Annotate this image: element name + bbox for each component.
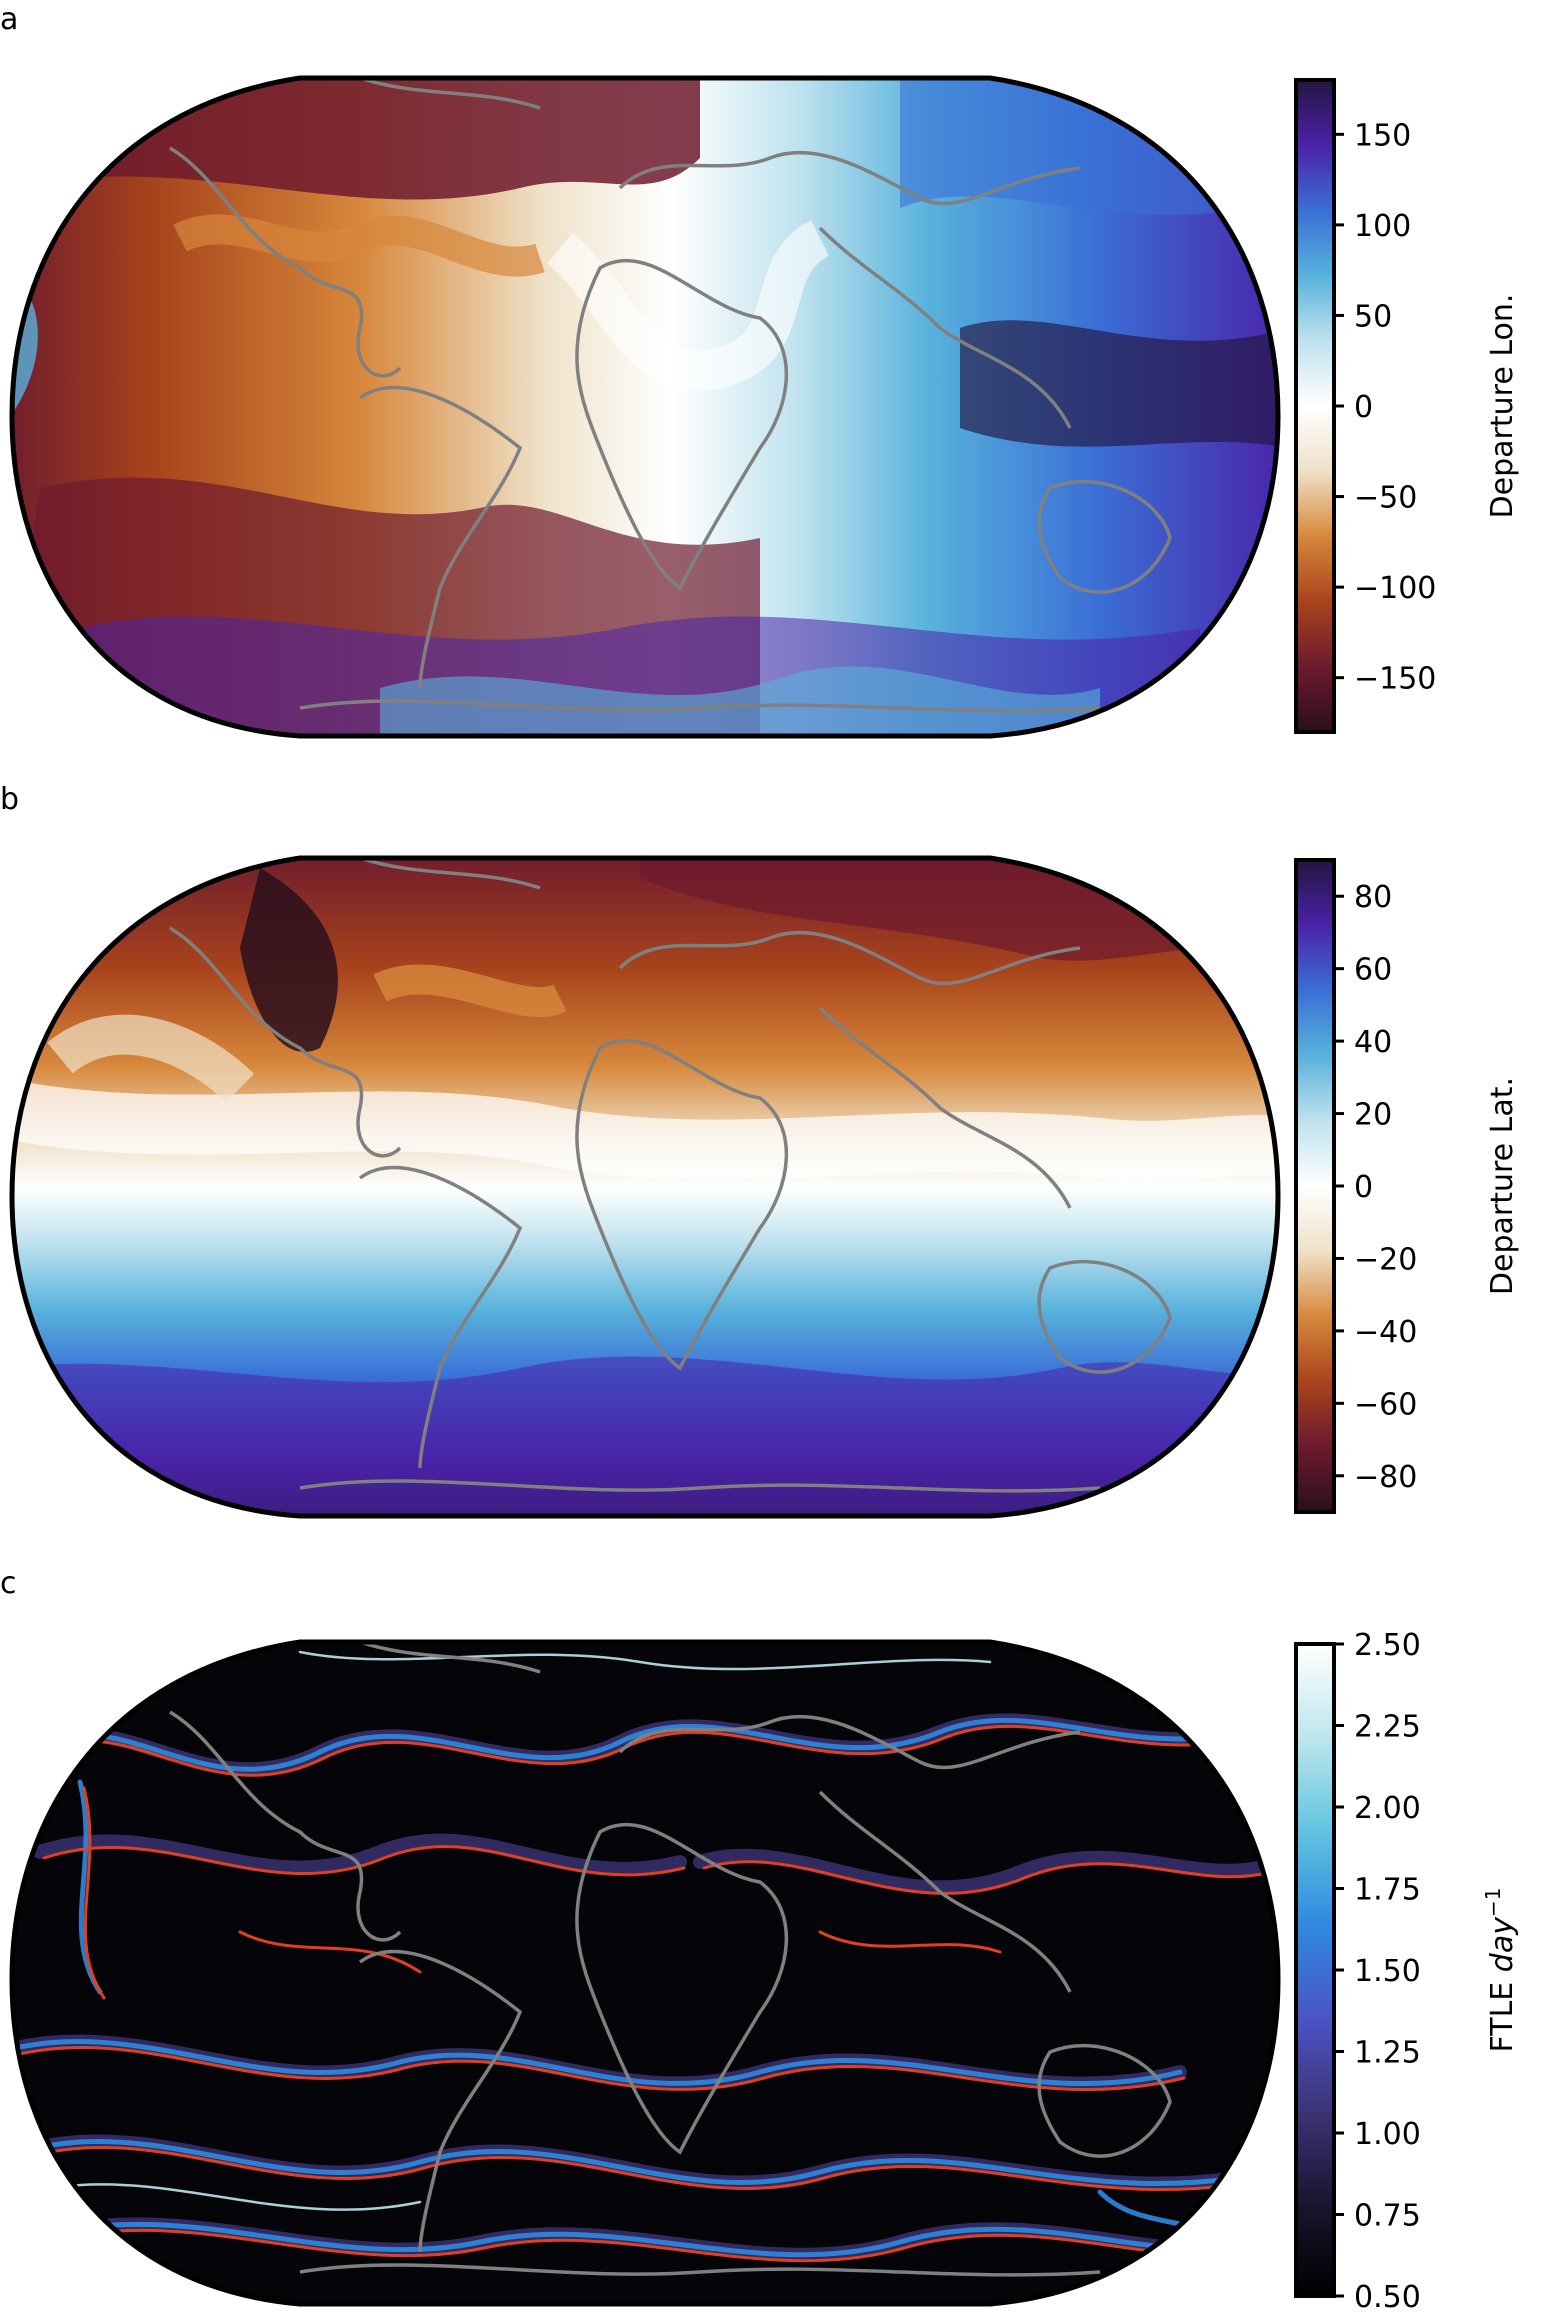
colorbar-tick-label: −100 [1354, 571, 1436, 606]
colorbar-tick-label: 0.75 [1354, 2199, 1421, 2234]
map-border [9, 855, 1281, 1519]
colorbar-tick-label: 40 [1354, 1025, 1392, 1060]
panel-letter-a: a [0, 2, 19, 37]
map-departure-latitude [9, 855, 1281, 1519]
colorbar-tick-label: 60 [1354, 953, 1392, 988]
colorbar-tick-label: 0 [1354, 1170, 1373, 1205]
colorbar-tick-label: 0 [1354, 390, 1373, 425]
coastlines [169, 858, 1172, 1493]
colorbar-tick-label: −20 [1354, 1242, 1417, 1277]
colorbar-gradient [1294, 78, 1336, 734]
field-departure-latitude [12, 858, 1278, 1516]
map-border [9, 75, 1281, 739]
field-ftle [12, 1642, 1278, 2304]
colorbar-tick-label: 1.50 [1354, 1954, 1421, 1989]
coastlines [169, 78, 1172, 713]
panel-letter-c: c [0, 1566, 17, 1601]
colorbar-tick-label: −40 [1354, 1315, 1417, 1350]
colorbar-tick-label: 50 [1354, 299, 1392, 334]
colorbar-tick-label: 2.25 [1354, 1710, 1421, 1745]
colorbar-tick-label: 20 [1354, 1098, 1392, 1133]
colorbar-a: 150 100 50 0 −50 −100 −150 Departure Lon. [1294, 78, 1520, 734]
colorbar-label: Departure Lon. [1485, 294, 1520, 519]
colorbar-gradient [1294, 1642, 1336, 2298]
colorbar-tick-label: −150 [1354, 662, 1436, 697]
colorbar-tick-label: 150 [1354, 118, 1411, 153]
colorbar-tick-label: −50 [1354, 481, 1417, 516]
colorbar-tick-label: 1.00 [1354, 2117, 1421, 2152]
colorbar-tick-label: −60 [1354, 1387, 1417, 1422]
map-border [9, 1639, 1281, 2307]
coastlines [169, 1642, 1172, 2277]
colorbar-c: 2.50 2.25 2.00 1.75 1.50 1.25 1.00 0.75 0.50 FTLE… [1294, 1632, 1520, 2315]
field-departure-longitude [12, 78, 1278, 736]
colorbar-b: 80 60 40 20 0 −20 −40 −60 −80 Departure Lat. [1294, 858, 1520, 1514]
colorbar-tick-label: −80 [1354, 1460, 1417, 1495]
panel-letter-b: b [0, 782, 20, 817]
colorbar-label: Departure Lat. [1485, 1077, 1520, 1295]
colorbar-tick-label: 1.75 [1354, 1873, 1421, 1908]
colorbar-label: FTLE day−1 [1481, 1888, 1520, 2053]
colorbar-tick-label: 0.50 [1354, 2280, 1421, 2315]
colorbar-tick-label: 100 [1354, 209, 1411, 244]
colorbar-tick-label: 2.50 [1354, 1632, 1421, 1663]
colorbar-gradient [1294, 858, 1336, 1514]
colorbar-tick-label: 80 [1354, 880, 1392, 915]
map-ftle [9, 1639, 1281, 2307]
colorbar-tick-label: 2.00 [1354, 1791, 1421, 1826]
map-departure-longitude [9, 75, 1281, 739]
colorbar-tick-label: 1.25 [1354, 2036, 1421, 2071]
